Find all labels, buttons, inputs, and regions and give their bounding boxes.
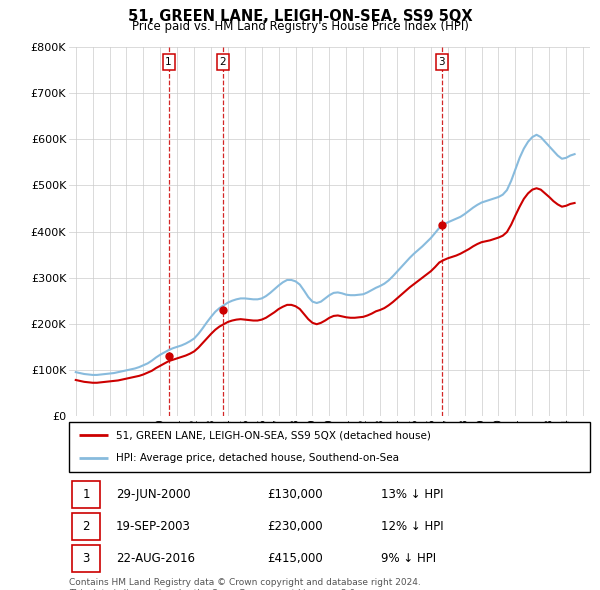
Bar — [71, 545, 100, 572]
Text: £130,000: £130,000 — [267, 488, 323, 501]
Text: HPI: Average price, detached house, Southend-on-Sea: HPI: Average price, detached house, Sout… — [116, 454, 399, 464]
Text: 51, GREEN LANE, LEIGH-ON-SEA, SS9 5QX: 51, GREEN LANE, LEIGH-ON-SEA, SS9 5QX — [128, 9, 472, 24]
Text: 22-AUG-2016: 22-AUG-2016 — [116, 552, 195, 565]
Text: 9% ↓ HPI: 9% ↓ HPI — [382, 552, 437, 565]
Text: 1: 1 — [82, 488, 89, 501]
Text: 51, GREEN LANE, LEIGH-ON-SEA, SS9 5QX (detached house): 51, GREEN LANE, LEIGH-ON-SEA, SS9 5QX (d… — [116, 430, 431, 440]
Text: 3: 3 — [82, 552, 89, 565]
Bar — [71, 481, 100, 508]
Text: Contains HM Land Registry data © Crown copyright and database right 2024.
This d: Contains HM Land Registry data © Crown c… — [69, 578, 421, 590]
Text: 2: 2 — [220, 57, 226, 67]
Text: £230,000: £230,000 — [267, 520, 323, 533]
Text: 3: 3 — [439, 57, 445, 67]
Bar — [71, 513, 100, 540]
Text: 1: 1 — [165, 57, 172, 67]
Text: 12% ↓ HPI: 12% ↓ HPI — [382, 520, 444, 533]
Text: 13% ↓ HPI: 13% ↓ HPI — [382, 488, 444, 501]
Text: £415,000: £415,000 — [267, 552, 323, 565]
Text: 2: 2 — [82, 520, 89, 533]
Text: Price paid vs. HM Land Registry's House Price Index (HPI): Price paid vs. HM Land Registry's House … — [131, 20, 469, 33]
Text: 19-SEP-2003: 19-SEP-2003 — [116, 520, 191, 533]
Text: 29-JUN-2000: 29-JUN-2000 — [116, 488, 190, 501]
